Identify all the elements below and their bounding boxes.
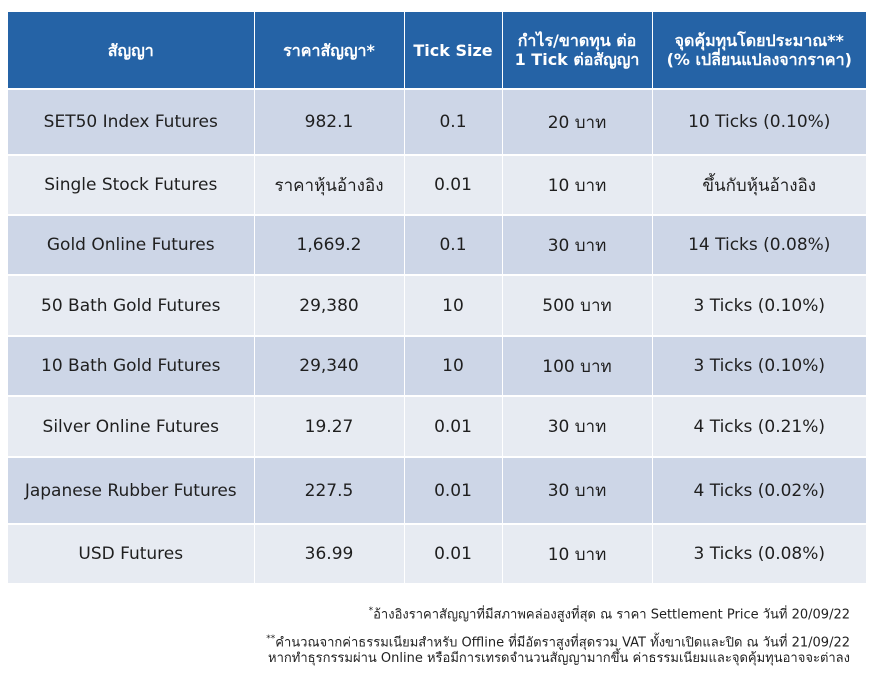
footnote-text: อ้างอิงราคาสัญญาที่มีสภาพคล่องสูงที่สุด … [373, 607, 850, 623]
table-row: Japanese Rubber Futures 227.5 0.01 30 บา… [8, 457, 866, 524]
cell-pl-per-tick: 20 บาท [502, 89, 653, 155]
cell-tick-size: 10 [404, 275, 503, 336]
cell-contract: Japanese Rubber Futures [8, 457, 255, 524]
cell-tick-size: 0.01 [404, 396, 503, 457]
table-body: SET50 Index Futures 982.1 0.1 20 บาท 10 … [8, 89, 866, 584]
header-row: สัญญา ราคาสัญญา* Tick Size กำไร/ขาดทุน ต… [8, 12, 866, 89]
cell-contract: Gold Online Futures [8, 215, 255, 275]
footnote-breakeven: **คำนวณจากค่าธรรมเนียมสำหรับ Offline ที่… [266, 632, 850, 665]
cell-tick-size: 0.01 [404, 457, 503, 524]
cell-pl-per-tick: 10 บาท [502, 155, 653, 215]
footnote-mark: * [368, 606, 374, 616]
cell-breakeven: ขึ้นกับหุ้นอ้างอิง [652, 155, 866, 215]
cell-tick-size: 0.01 [404, 155, 503, 215]
header-contract: สัญญา [8, 12, 255, 89]
cell-breakeven: 14 Ticks (0.08%) [652, 215, 866, 275]
cell-price: 982.1 [254, 89, 405, 155]
cell-contract: USD Futures [8, 524, 255, 584]
cell-breakeven: 4 Ticks (0.21%) [652, 396, 866, 457]
cell-price: 1,669.2 [254, 215, 405, 275]
header-pl-per-tick: กำไร/ขาดทุน ต่อ 1 Tick ต่อสัญญา [502, 12, 653, 89]
cell-pl-per-tick: 30 บาท [502, 215, 653, 275]
cell-tick-size: 0.1 [404, 89, 503, 155]
cell-pl-per-tick: 30 บาท [502, 457, 653, 524]
cell-tick-size: 0.1 [404, 215, 503, 275]
header-price: ราคาสัญญา* [254, 12, 405, 89]
cell-contract: Silver Online Futures [8, 396, 255, 457]
cell-pl-per-tick: 500 บาท [502, 275, 653, 336]
cell-contract: Single Stock Futures [8, 155, 255, 215]
footnote-text: คำนวณจากค่าธรรมเนียมสำหรับ Offline ที่มี… [275, 635, 850, 651]
cell-breakeven: 3 Ticks (0.10%) [652, 275, 866, 336]
table-header: สัญญา ราคาสัญญา* Tick Size กำไร/ขาดทุน ต… [8, 12, 866, 89]
cell-breakeven: 3 Ticks (0.10%) [652, 336, 866, 396]
cell-pl-per-tick: 30 บาท [502, 396, 653, 457]
cell-price: 36.99 [254, 524, 405, 584]
table-row: Single Stock Futures ราคาหุ้นอ้างอิง 0.0… [8, 155, 866, 215]
footnote-text: หากทำธุรกรรมผ่าน Online หรือมีการเทรดจำน… [268, 650, 850, 666]
table-row: Gold Online Futures 1,669.2 0.1 30 บาท 1… [8, 215, 866, 275]
cell-price: 227.5 [254, 457, 405, 524]
cell-tick-size: 10 [404, 336, 503, 396]
header-breakeven: จุดคุ้มทุนโดยประมาณ** (% เปลี่ยนแปลงจากร… [652, 12, 866, 89]
table-row: USD Futures 36.99 0.01 10 บาท 3 Ticks (0… [8, 524, 866, 584]
cell-contract: 10 Bath Gold Futures [8, 336, 255, 396]
cell-contract: 50 Bath Gold Futures [8, 275, 255, 336]
cell-pl-per-tick: 100 บาท [502, 336, 653, 396]
footnotes: *อ้างอิงราคาสัญญาที่มีสภาพคล่องสูงที่สุด… [266, 604, 850, 666]
footnote-price: *อ้างอิงราคาสัญญาที่มีสภาพคล่องสูงที่สุด… [266, 604, 850, 622]
contract-table: สัญญา ราคาสัญญา* Tick Size กำไร/ขาดทุน ต… [8, 12, 866, 585]
header-tick-size: Tick Size [404, 12, 503, 89]
cell-pl-per-tick: 10 บาท [502, 524, 653, 584]
cell-price: ราคาหุ้นอ้างอิง [254, 155, 405, 215]
cell-price: 29,340 [254, 336, 405, 396]
cell-breakeven: 3 Ticks (0.08%) [652, 524, 866, 584]
cell-tick-size: 0.01 [404, 524, 503, 584]
cell-contract: SET50 Index Futures [8, 89, 255, 155]
table-row: 10 Bath Gold Futures 29,340 10 100 บาท 3… [8, 336, 866, 396]
footnote-mark: ** [266, 634, 276, 645]
table-row: SET50 Index Futures 982.1 0.1 20 บาท 10 … [8, 89, 866, 155]
cell-breakeven: 10 Ticks (0.10%) [652, 89, 866, 155]
cell-price: 19.27 [254, 396, 405, 457]
table-row: Silver Online Futures 19.27 0.01 30 บาท … [8, 396, 866, 457]
cell-price: 29,380 [254, 275, 405, 336]
table-row: 50 Bath Gold Futures 29,380 10 500 บาท 3… [8, 275, 866, 336]
contract-table-container: สัญญา ราคาสัญญา* Tick Size กำไร/ขาดทุน ต… [8, 12, 866, 585]
cell-breakeven: 4 Ticks (0.02%) [652, 457, 866, 524]
